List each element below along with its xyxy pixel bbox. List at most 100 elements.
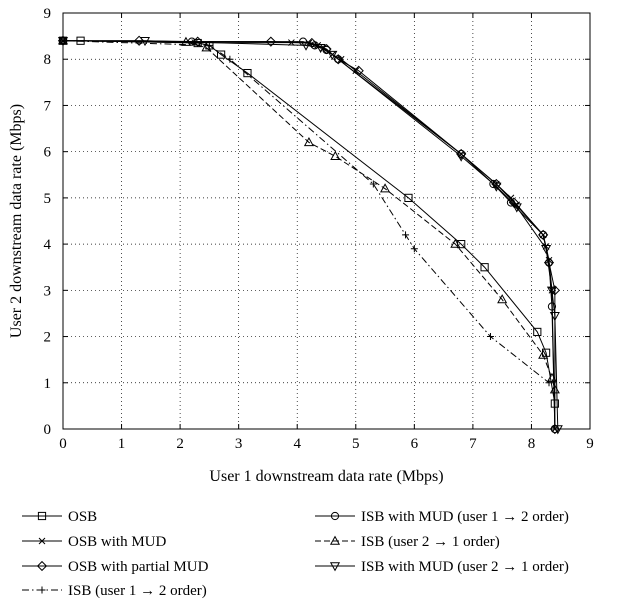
- series-marker: [402, 231, 410, 239]
- series-marker: [491, 182, 502, 192]
- series-4: [59, 37, 553, 387]
- y-tick-label: 2: [44, 330, 52, 346]
- series-marker: [491, 178, 502, 190]
- series-marker: [369, 180, 377, 188]
- legend-label: ISB with MUD (user 1 → 2 order): [361, 509, 569, 525]
- series-marker: [36, 560, 48, 572]
- series-marker: [541, 245, 552, 255]
- series-marker: [315, 43, 326, 54]
- x-tick-label: 4: [293, 436, 301, 452]
- series-marker: [217, 50, 226, 59]
- grid-lines: [63, 13, 590, 429]
- y-tick-label: 3: [44, 283, 52, 299]
- series-marker: [404, 193, 413, 202]
- series-5: [58, 36, 559, 434]
- series-marker: [322, 45, 331, 55]
- y-tick-label: 1: [44, 376, 52, 392]
- series-3: [57, 35, 560, 435]
- legend-item: ISB (user 2 → 1 order): [315, 534, 500, 550]
- series-marker: [265, 36, 276, 47]
- series-line: [63, 40, 556, 429]
- legend-item: OSB with partial MUD: [22, 559, 209, 575]
- series-marker: [486, 333, 494, 341]
- series-marker: [38, 537, 46, 545]
- series-marker: [380, 183, 391, 193]
- legend-label: ISB with MUD (user 2 → 1 order): [361, 559, 569, 575]
- series-marker: [545, 379, 553, 387]
- x-axis-title: User 1 downstream data rate (Mbps): [209, 468, 443, 485]
- legend: OSB ISB with MUD (user 1 → 2 order) OSB wi…: [22, 509, 569, 599]
- x-tick-label: 6: [411, 436, 419, 452]
- series-marker: [546, 372, 557, 382]
- y-tick-label: 7: [44, 98, 52, 114]
- series-marker: [201, 42, 212, 52]
- series-marker: [497, 294, 508, 304]
- series-marker: [226, 55, 234, 63]
- x-tick-label: 2: [176, 436, 184, 452]
- legend-item: ISB with MUD (user 2 → 1 order): [315, 559, 569, 575]
- series-marker: [37, 511, 47, 521]
- legend-item: OSB with MUD: [22, 534, 167, 550]
- series-marker: [303, 136, 314, 147]
- y-axis-title: User 2 downstream data rate (Mbps): [8, 104, 25, 338]
- series-marker: [300, 41, 312, 51]
- x-tick-label: 8: [528, 436, 536, 452]
- series-line: [62, 40, 556, 430]
- y-tick-label: 6: [44, 145, 52, 161]
- series-marker: [352, 67, 360, 75]
- series-marker: [139, 37, 151, 47]
- y-tick-label: 8: [44, 52, 52, 68]
- x-tick-label: 0: [59, 436, 67, 452]
- x-tick-label: 9: [586, 436, 594, 452]
- series-7: [57, 37, 563, 435]
- series-marker: [410, 245, 418, 253]
- tick-layer: 0 1 2 3 4 5 6 7 8 9 0 1 2 3 4 5 6 7 8 9: [44, 6, 594, 452]
- y-tick-label: 0: [44, 422, 52, 438]
- plot-frame: [62, 12, 591, 430]
- series-marker: [310, 41, 319, 50]
- x-tick-label: 3: [235, 436, 243, 452]
- y-tick-label: 4: [44, 237, 52, 253]
- series-marker: [330, 150, 341, 160]
- series-marker: [552, 425, 563, 435]
- series-6: [57, 35, 560, 394]
- series-marker: [539, 230, 548, 239]
- legend-label: ISB (user 2 → 1 order): [361, 534, 500, 550]
- series-marker: [533, 327, 542, 337]
- series-marker: [546, 286, 557, 296]
- series-marker: [549, 312, 560, 322]
- legend-label: OSB with MUD: [68, 534, 167, 550]
- series-marker: [511, 203, 522, 213]
- series-line: [62, 40, 556, 430]
- y-tick-label: 9: [44, 6, 52, 22]
- series-line: [63, 40, 559, 430]
- series-marker: [329, 562, 341, 572]
- series-2: [59, 37, 559, 433]
- series-marker: [334, 55, 343, 64]
- series-marker: [506, 198, 516, 207]
- x-tick-label: 1: [118, 436, 126, 452]
- series-marker: [327, 50, 338, 61]
- series-marker: [456, 152, 467, 162]
- y-tick-label: 5: [44, 191, 52, 207]
- series-marker: [547, 302, 557, 311]
- series-marker: [329, 535, 341, 545]
- legend-label: OSB: [68, 509, 97, 525]
- series-line: [63, 40, 556, 404]
- series-marker: [489, 179, 498, 189]
- legend-item: OSB: [22, 509, 97, 525]
- series-line: [62, 40, 556, 390]
- series-marker: [480, 263, 489, 272]
- x-tick-label: 5: [352, 436, 360, 452]
- series-marker: [243, 68, 252, 78]
- x-tick-label: 7: [469, 436, 477, 452]
- legend-item: ISB (user 1 → 2 order): [22, 583, 207, 599]
- legend-label: ISB (user 1 → 2 order): [68, 583, 207, 599]
- series-1: [58, 36, 559, 408]
- series-marker: [330, 511, 340, 521]
- series-layer: [57, 35, 563, 435]
- legend-item: ISB with MUD (user 1 → 2 order): [315, 509, 569, 525]
- legend-label: OSB with partial MUD: [68, 559, 209, 575]
- series-marker: [450, 238, 461, 248]
